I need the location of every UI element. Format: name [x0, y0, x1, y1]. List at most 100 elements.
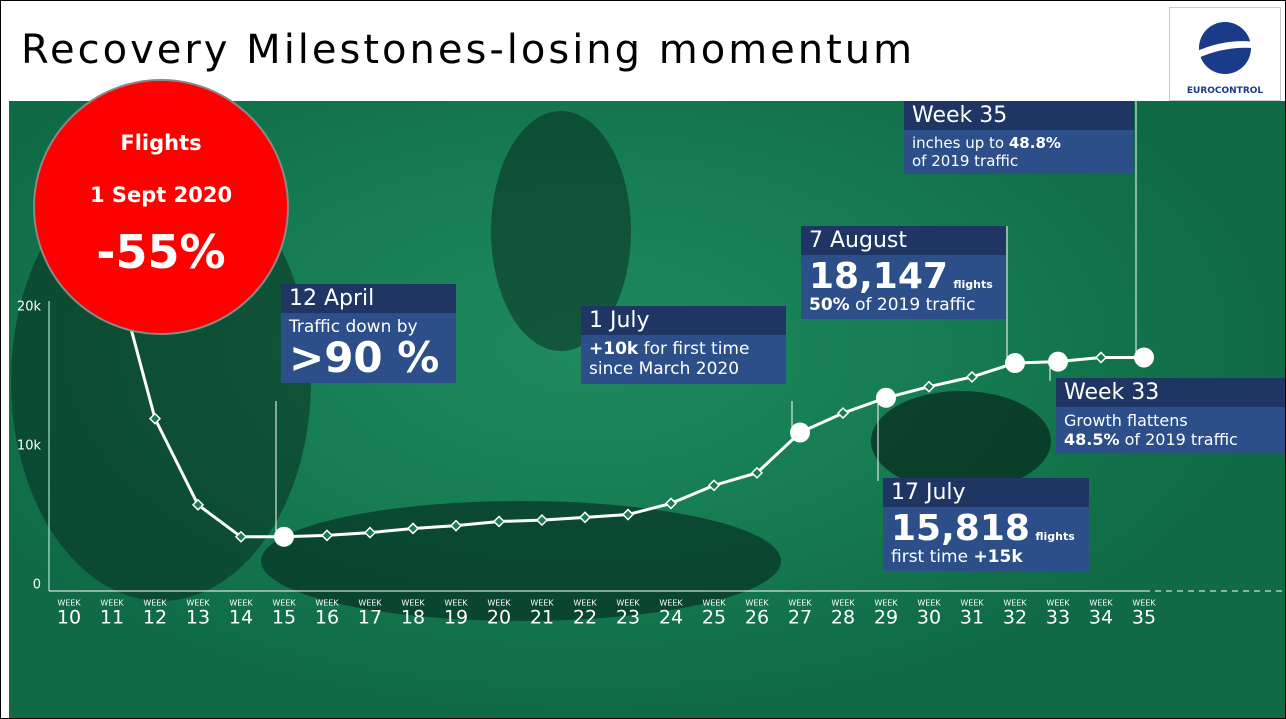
x-tick-label: 18: [401, 607, 425, 629]
x-tick-prefix: WEEK: [315, 599, 339, 608]
x-tick-prefix: WEEK: [1003, 599, 1027, 608]
x-tick-prefix: WEEK: [143, 599, 167, 608]
point-marker: [790, 422, 810, 443]
point-marker: [1134, 347, 1154, 368]
annotation-bold: +15k: [973, 547, 1023, 567]
x-tick-label: 14: [229, 607, 253, 629]
annotation: Week 33 Growth flattens 48.5% of 2019 tra…: [1056, 378, 1285, 454]
x-tick-prefix: WEEK: [358, 599, 382, 608]
header: Recovery Milestones-losing momentum EURO…: [1, 1, 1285, 101]
annotation-body: 15,818 flights first time +15k: [883, 507, 1089, 572]
x-tick-label: 28: [831, 607, 855, 629]
x-tick-prefix: WEEK: [487, 599, 511, 608]
annotation: 1 July +10k for first time since March 20…: [581, 306, 786, 384]
point-marker: [876, 387, 896, 408]
x-tick-label: 27: [788, 607, 812, 629]
annotation-body: 18,147 flights 50% of 2019 traffic: [801, 255, 1006, 320]
y-tick-label: 20k: [17, 300, 42, 315]
annotation-unit: flights: [953, 278, 993, 291]
x-tick-label: 33: [1046, 607, 1070, 629]
x-tick-label: 11: [100, 607, 124, 629]
badge-value: -55%: [96, 225, 226, 279]
annotation-body: Growth flattens 48.5% of 2019 traffic: [1056, 407, 1285, 454]
x-tick-prefix: WEEK: [917, 599, 941, 608]
annotation-head: 12 April: [281, 284, 456, 313]
x-tick-label: 35: [1132, 607, 1156, 629]
x-tick-label: 26: [745, 607, 769, 629]
point-marker: [274, 526, 294, 547]
x-tick-label: 29: [874, 607, 898, 629]
x-tick-label: 32: [1003, 607, 1027, 629]
logo: EUROCONTROL: [1169, 7, 1281, 101]
x-tick-prefix: WEEK: [100, 599, 124, 608]
y-tick-label: 10k: [17, 439, 42, 454]
annotation-text: first time: [891, 547, 974, 567]
point-marker: [1048, 351, 1068, 372]
point-marker: [922, 380, 936, 393]
annotation-text: inches up to: [912, 134, 1009, 152]
point-marker: [1094, 351, 1108, 364]
point-marker: [621, 508, 635, 521]
annotation-bold: 50%: [809, 295, 850, 315]
x-tick-prefix: WEEK: [702, 599, 726, 608]
x-tick-prefix: WEEK: [616, 599, 640, 608]
annotation-text: of 2019 traffic: [849, 295, 976, 315]
x-tick-prefix: WEEK: [831, 599, 855, 608]
logo-mark: [1195, 22, 1258, 74]
x-tick-prefix: WEEK: [401, 599, 425, 608]
point-marker: [320, 529, 334, 542]
x-tick-label: 20: [487, 607, 511, 629]
annotation-bold: +10k: [589, 339, 639, 359]
x-tick-label: 10: [57, 607, 81, 629]
x-tick-prefix: WEEK: [573, 599, 597, 608]
x-tick-label: 13: [186, 607, 210, 629]
x-tick-prefix: WEEK: [659, 599, 683, 608]
x-tick-label: 34: [1089, 607, 1113, 629]
annotation-body: Traffic down by >90 %: [281, 313, 456, 384]
logo-text: EUROCONTROL: [1186, 86, 1264, 96]
x-tick-label: 23: [616, 607, 640, 629]
annotation-head: Week 33: [1056, 378, 1285, 407]
badge-text: Flights: [120, 131, 202, 155]
annotation: 7 August 18,147 flights 50% of 2019 traff…: [801, 226, 1006, 320]
annotation-text: since March 2020: [589, 359, 740, 380]
annotation-big: 18,147: [809, 256, 948, 297]
x-tick-label: 22: [573, 607, 597, 629]
x-tick-label: 21: [530, 607, 554, 629]
annotation-text: of 2019 traffic: [912, 152, 1019, 170]
badge: Flights 1 Sept 2020 -55%: [33, 79, 289, 335]
annotation-head: 7 August: [801, 226, 1006, 255]
point-marker: [449, 519, 463, 532]
x-tick-prefix: WEEK: [57, 599, 81, 608]
annotation-big: >90 %: [289, 333, 440, 383]
point-marker: [191, 498, 205, 511]
annotation: Week 35 inches up to 48.8% of 2019 traffi…: [904, 101, 1134, 174]
point-marker: [707, 479, 721, 492]
point-marker: [363, 526, 377, 539]
series-line: [67, 200, 1144, 539]
annotation-text: Growth flattens: [1064, 411, 1188, 430]
point-marker: [578, 511, 592, 524]
point-marker: [148, 412, 162, 425]
point-marker: [664, 497, 678, 510]
point-marker: [1005, 353, 1025, 374]
x-tick-prefix: WEEK: [1132, 599, 1156, 608]
x-tick-prefix: WEEK: [186, 599, 210, 608]
logo-swoosh: [1195, 41, 1258, 58]
x-tick-label: 30: [917, 607, 941, 629]
x-tick-label: 15: [272, 607, 296, 629]
annotation-text: for first time: [638, 339, 750, 359]
x-tick-label: 17: [358, 607, 382, 629]
sea: [491, 111, 631, 351]
x-tick-label: 19: [444, 607, 468, 629]
point-marker: [965, 370, 979, 384]
x-tick-prefix: WEEK: [229, 599, 253, 608]
x-tick-label: 24: [659, 607, 683, 629]
annotation-body: inches up to 48.8% of 2019 traffic: [904, 130, 1134, 174]
x-tick-prefix: WEEK: [874, 599, 898, 608]
point-marker: [492, 515, 506, 528]
point-marker: [406, 522, 420, 535]
annotation-head: 17 July: [883, 478, 1089, 507]
point-marker: [750, 466, 764, 479]
